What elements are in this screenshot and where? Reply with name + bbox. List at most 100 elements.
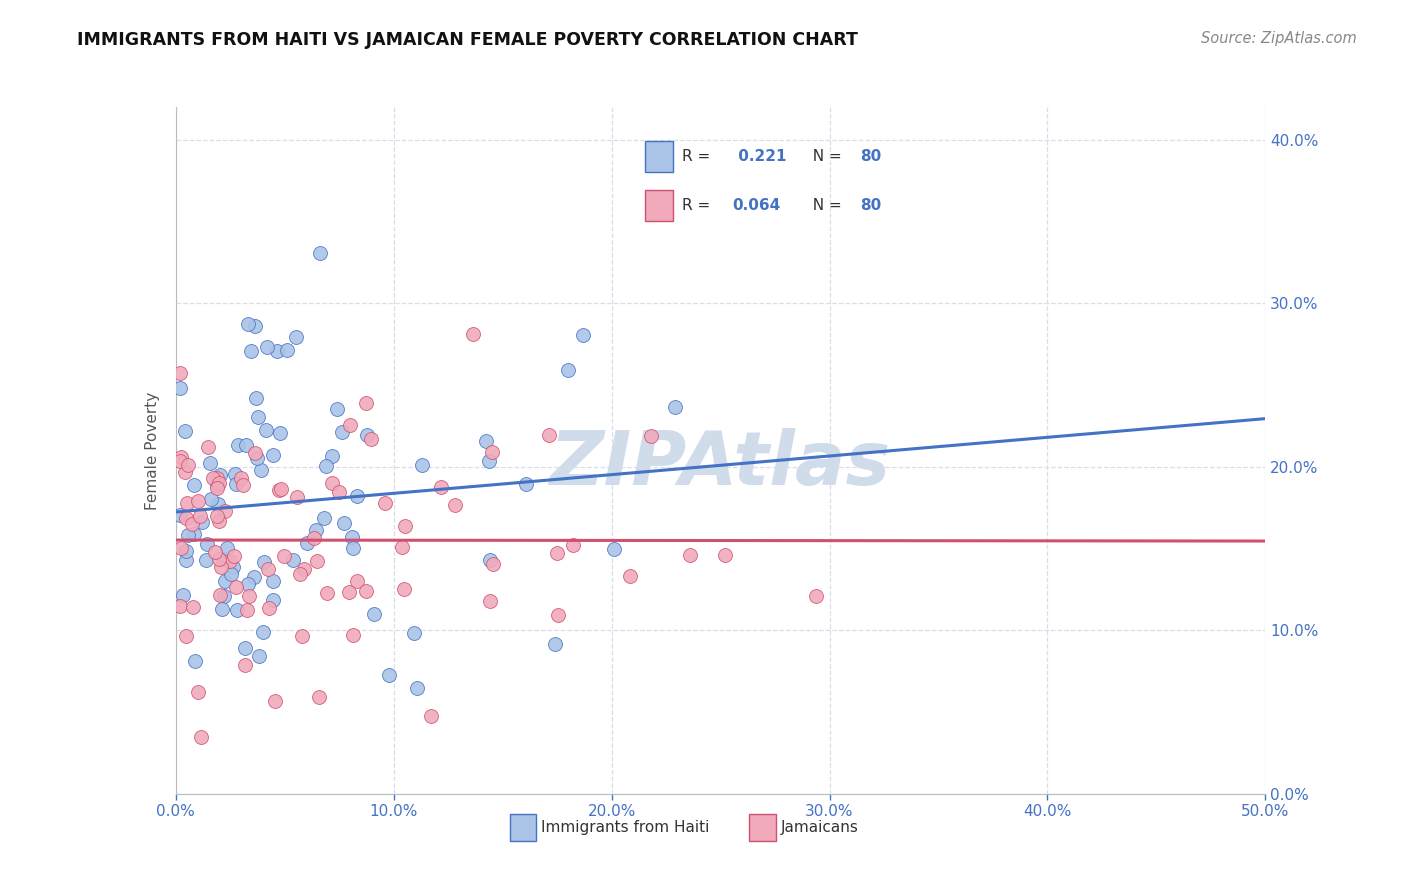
Point xyxy=(170,541,193,556)
Point xyxy=(283,553,305,567)
Point xyxy=(804,589,827,603)
Point xyxy=(207,497,229,511)
Point xyxy=(191,515,214,529)
Text: ZIPAtlas: ZIPAtlas xyxy=(550,427,891,500)
Point xyxy=(342,628,364,642)
Y-axis label: Female Poverty: Female Poverty xyxy=(145,392,160,509)
Point xyxy=(640,429,662,443)
Point xyxy=(308,690,330,704)
Point xyxy=(238,318,260,332)
Point xyxy=(571,327,593,342)
Point xyxy=(544,637,567,651)
Point xyxy=(537,428,560,442)
Point xyxy=(240,343,263,358)
Point xyxy=(266,344,288,359)
Point xyxy=(174,465,197,479)
Point xyxy=(285,490,308,504)
Point xyxy=(256,340,278,354)
Point xyxy=(297,536,319,550)
Point xyxy=(177,528,200,542)
Point xyxy=(333,516,356,530)
Point xyxy=(339,418,361,433)
Text: R =: R = xyxy=(682,149,714,164)
Point xyxy=(224,549,246,563)
Point xyxy=(169,381,191,395)
Point xyxy=(342,541,364,555)
Point xyxy=(209,588,232,602)
Point xyxy=(169,454,191,468)
Point xyxy=(328,485,350,500)
Point xyxy=(218,554,240,568)
Point xyxy=(420,709,443,723)
Point xyxy=(257,562,280,576)
Point xyxy=(330,425,353,439)
Point xyxy=(557,363,579,377)
Point xyxy=(195,537,218,551)
Point xyxy=(209,560,232,574)
Point xyxy=(309,245,332,260)
Text: Source: ZipAtlas.com: Source: ZipAtlas.com xyxy=(1201,31,1357,46)
Point xyxy=(478,594,501,608)
Point xyxy=(391,540,413,554)
Point xyxy=(307,554,329,568)
Point xyxy=(235,641,257,656)
Point xyxy=(204,545,226,559)
Point xyxy=(205,478,228,492)
Point xyxy=(314,510,336,524)
Point xyxy=(346,489,368,503)
Point xyxy=(515,477,537,491)
Point xyxy=(392,582,415,596)
Point xyxy=(184,654,207,668)
Point xyxy=(713,548,735,562)
Point xyxy=(405,681,427,695)
Point xyxy=(262,448,284,462)
Point xyxy=(209,468,232,483)
Point xyxy=(253,555,276,569)
Bar xyxy=(645,190,673,221)
Point xyxy=(212,551,235,566)
Point xyxy=(176,511,198,525)
Point xyxy=(481,558,503,572)
Point xyxy=(411,458,433,473)
Point xyxy=(267,483,290,497)
Point xyxy=(183,478,205,492)
Point xyxy=(356,427,378,442)
Point xyxy=(603,542,626,557)
Point xyxy=(187,494,209,508)
Point xyxy=(198,456,221,470)
Point xyxy=(188,509,211,524)
Text: R =: R = xyxy=(682,198,714,213)
Point xyxy=(264,693,287,707)
Point xyxy=(246,451,269,466)
Point xyxy=(354,396,377,410)
Text: 0.221: 0.221 xyxy=(733,149,786,164)
Point xyxy=(315,458,337,473)
Point xyxy=(224,467,246,482)
Point xyxy=(187,685,209,699)
Point xyxy=(394,519,416,533)
Point xyxy=(292,562,315,576)
Point xyxy=(273,549,295,563)
Point xyxy=(170,450,193,464)
Point xyxy=(238,589,260,603)
Text: 80: 80 xyxy=(860,149,882,164)
Point xyxy=(430,480,453,494)
Point xyxy=(177,458,200,472)
Point xyxy=(288,566,311,581)
Point xyxy=(229,471,252,485)
Point xyxy=(214,574,236,588)
Point xyxy=(243,446,266,460)
Point xyxy=(232,478,254,492)
Point xyxy=(236,603,259,617)
Point xyxy=(228,438,250,452)
Point xyxy=(478,454,501,468)
Point xyxy=(302,531,325,545)
Text: IMMIGRANTS FROM HAITI VS JAMAICAN FEMALE POVERTY CORRELATION CHART: IMMIGRANTS FROM HAITI VS JAMAICAN FEMALE… xyxy=(77,31,858,49)
Point xyxy=(245,391,267,405)
Point xyxy=(205,508,228,523)
Point xyxy=(235,438,257,452)
Point xyxy=(212,590,235,604)
Point xyxy=(208,514,231,528)
Point xyxy=(225,477,247,491)
Point xyxy=(221,560,243,574)
